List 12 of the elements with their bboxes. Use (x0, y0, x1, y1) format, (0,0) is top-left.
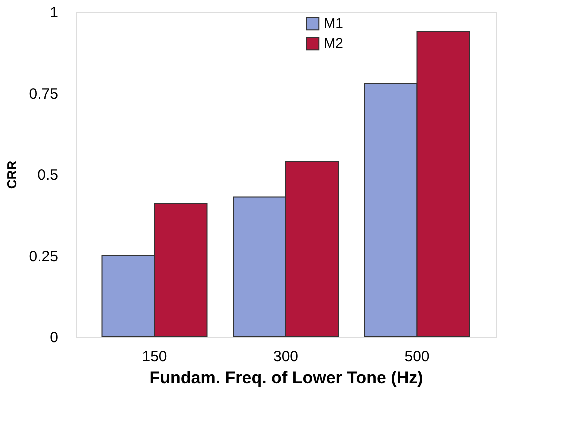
x-tick-label: 500 (404, 348, 430, 366)
x-tick-label: 150 (142, 348, 168, 366)
legend-label: M2 (324, 35, 344, 51)
y-tick-label: 0.75 (29, 86, 58, 103)
legend-label: M1 (324, 15, 344, 31)
y-tick-label: 0.5 (38, 167, 58, 184)
y-tick-label: 1 (50, 4, 58, 22)
x-axis-title: Fundam. Freq. of Lower Tone (Hz) (150, 368, 424, 388)
y-axis-title: CRR (4, 160, 20, 190)
y-tick-label: 0.25 (29, 248, 58, 266)
y-tick-label: 0 (50, 330, 58, 346)
x-tick-label: 300 (273, 348, 299, 366)
